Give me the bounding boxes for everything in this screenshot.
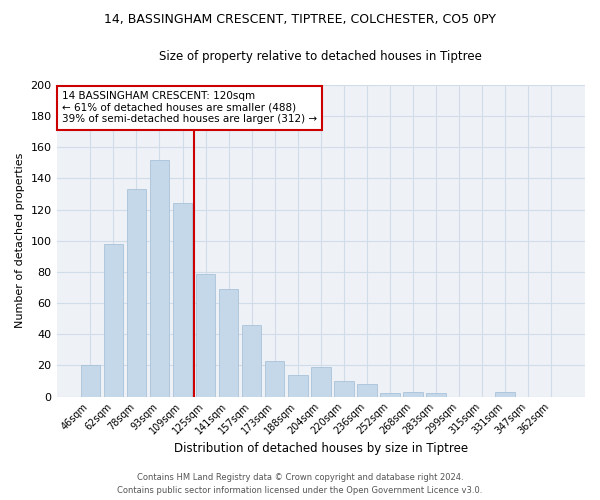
Bar — [104, 244, 123, 396]
Bar — [265, 360, 284, 396]
Text: 14 BASSINGHAM CRESCENT: 120sqm
← 61% of detached houses are smaller (488)
39% of: 14 BASSINGHAM CRESCENT: 120sqm ← 61% of … — [62, 91, 317, 124]
Bar — [334, 381, 353, 396]
Bar — [496, 392, 515, 396]
Bar — [196, 274, 215, 396]
Bar — [357, 384, 377, 396]
Bar — [426, 394, 446, 396]
Bar — [311, 367, 331, 396]
Bar — [380, 394, 400, 396]
X-axis label: Distribution of detached houses by size in Tiptree: Distribution of detached houses by size … — [174, 442, 468, 455]
Title: Size of property relative to detached houses in Tiptree: Size of property relative to detached ho… — [160, 50, 482, 63]
Bar — [288, 375, 308, 396]
Bar — [127, 190, 146, 396]
Y-axis label: Number of detached properties: Number of detached properties — [15, 153, 25, 328]
Bar — [219, 289, 238, 397]
Bar — [242, 325, 262, 396]
Bar — [80, 366, 100, 396]
Bar — [403, 392, 423, 396]
Text: Contains HM Land Registry data © Crown copyright and database right 2024.
Contai: Contains HM Land Registry data © Crown c… — [118, 474, 482, 495]
Bar — [173, 204, 193, 396]
Text: 14, BASSINGHAM CRESCENT, TIPTREE, COLCHESTER, CO5 0PY: 14, BASSINGHAM CRESCENT, TIPTREE, COLCHE… — [104, 12, 496, 26]
Bar — [149, 160, 169, 396]
